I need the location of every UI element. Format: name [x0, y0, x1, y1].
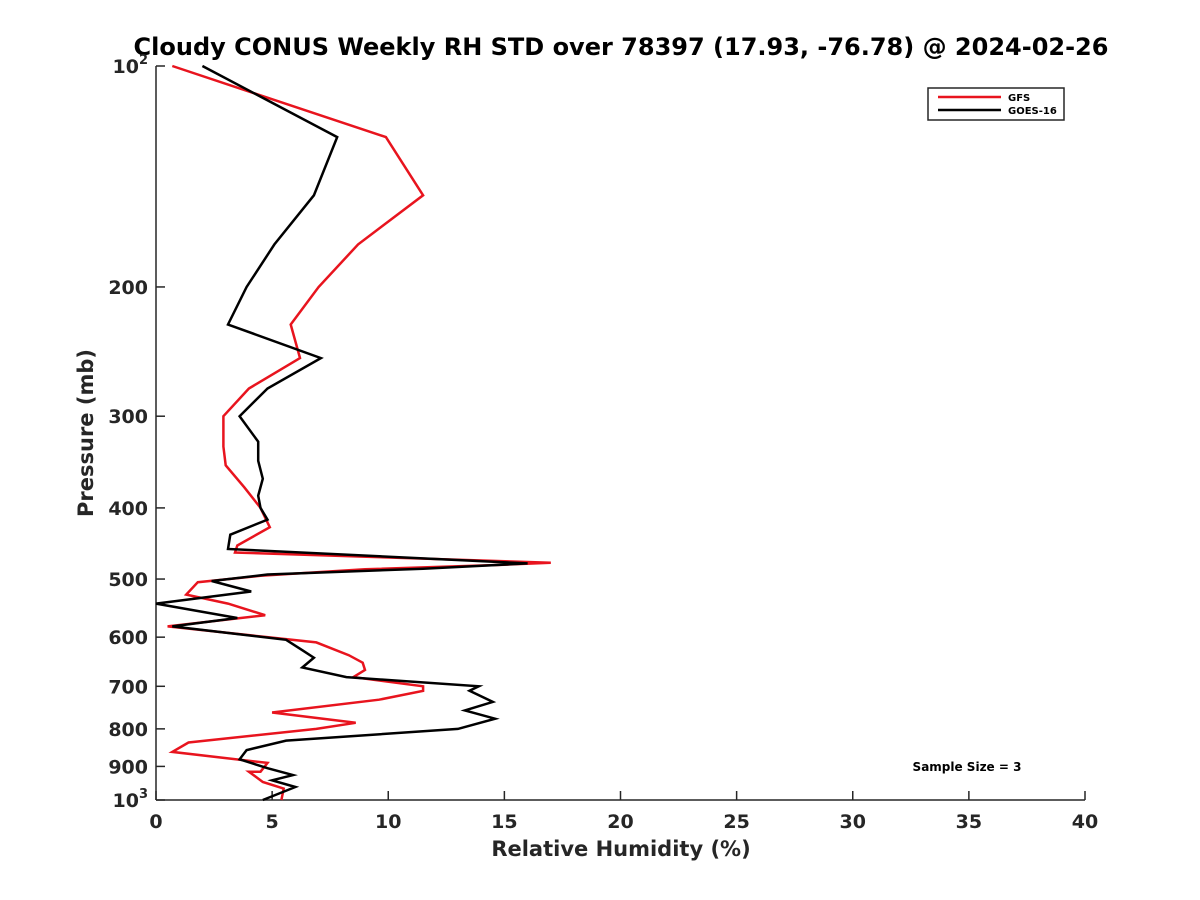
y-tick-label: 600	[108, 627, 148, 649]
y-tick-label: 400	[108, 498, 148, 520]
x-tick-label: 40	[1072, 811, 1098, 833]
x-axis-label: Relative Humidity (%)	[491, 837, 750, 861]
x-tick-label: 35	[956, 811, 982, 833]
y-tick-label: 300	[108, 406, 148, 428]
legend: GFS GOES-16	[927, 87, 1065, 121]
sample-size-annotation: Sample Size = 3	[913, 760, 1022, 774]
y-tick-label: 103	[113, 787, 149, 812]
x-tick-label: 0	[149, 811, 162, 833]
plot-frame	[155, 66, 1085, 801]
y-axis-label: Pressure (mb)	[74, 349, 98, 517]
y-axis-ticks: 102 200 300 400 500 600 700 800 900 103	[108, 53, 165, 812]
y-tick-label: 700	[108, 676, 148, 698]
y-tick-label: 900	[108, 756, 148, 778]
y-tick-label: 102	[113, 53, 149, 78]
y-tick-label: 200	[108, 277, 148, 299]
legend-box	[927, 87, 1065, 121]
legend-label-gfs: GFS	[1008, 93, 1030, 104]
x-tick-label: 30	[840, 811, 866, 833]
x-tick-label: 15	[491, 811, 517, 833]
legend-label-goes-16: GOES-16	[1008, 106, 1057, 117]
x-tick-label: 25	[723, 811, 749, 833]
chart-title: Cloudy CONUS Weekly RH STD over 78397 (1…	[134, 33, 1109, 61]
x-axis-ticks: 0 5 10 15 20 25 30 35 40	[149, 791, 1098, 833]
series-lines	[155, 64, 551, 802]
series-line-goes-16	[155, 64, 528, 802]
y-tick-label: 500	[108, 569, 148, 591]
x-tick-label: 10	[375, 811, 401, 833]
series-line-gfs	[167, 64, 551, 801]
y-tick-label: 800	[108, 719, 148, 741]
x-tick-label: 20	[607, 811, 633, 833]
x-tick-label: 5	[266, 811, 279, 833]
